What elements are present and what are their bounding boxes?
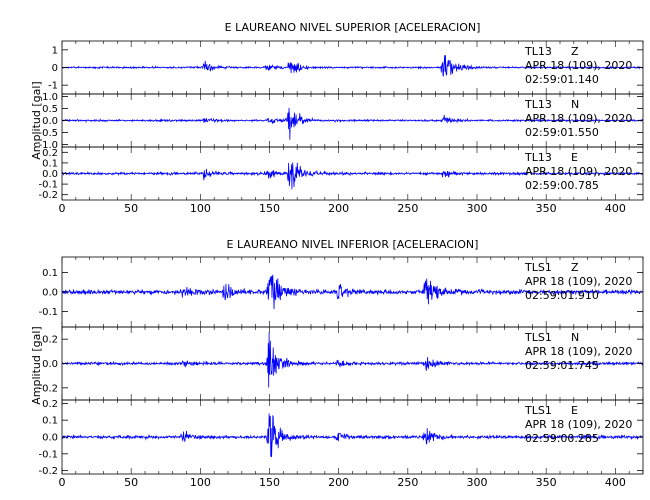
y-tick-label: -1.0 [38, 140, 58, 151]
chart-title: E LAUREANO NIVEL SUPERIOR [ACELERACION] [225, 21, 481, 34]
y-tick-label: -0.2 [38, 383, 58, 394]
x-tick-label: 0 [59, 202, 66, 215]
station-label: TLS1 [524, 404, 552, 417]
station-label: TL13 [524, 151, 552, 164]
x-tick-label: 300 [467, 202, 488, 215]
date-label: APR 18 (109), 2020 [525, 275, 632, 288]
y-tick-label: 0.2 [42, 399, 58, 410]
y-tick-label: -0.1 [38, 307, 58, 318]
x-tick-label: 400 [605, 476, 626, 489]
x-tick-label: 150 [259, 476, 280, 489]
lower-seismogram-chart: E LAUREANO NIVEL INFERIOR [ACELERACION] 0… [30, 238, 644, 489]
x-tick-label: 100 [190, 202, 211, 215]
station-label: TLS1 [524, 331, 552, 344]
time-label: 02:59:01.140 [525, 73, 599, 86]
x-tick-label: 300 [467, 476, 488, 489]
trace-line [62, 162, 643, 190]
component-label: E [571, 404, 578, 417]
y-tick-label: 0.2 [42, 148, 58, 159]
x-tick-label: 350 [536, 476, 557, 489]
upper-seismogram-chart: E LAUREANO NIVEL SUPERIOR [ACELERACION] 1… [30, 21, 644, 215]
date-label: APR 18 (109), 2020 [525, 59, 632, 72]
y-tick-label: 0.1 [42, 416, 58, 427]
component-label: N [571, 98, 579, 111]
y-tick-label: -0.2 [38, 466, 58, 477]
y-tick-label: -0.1 [38, 180, 58, 191]
trace-line [62, 413, 643, 458]
y-tick-label: -0.2 [38, 190, 58, 201]
y-axis-label: Amplitud [gal] [30, 326, 43, 404]
y-tick-label: 0.1 [42, 268, 58, 279]
y-tick-label: 1.0 [42, 92, 58, 103]
time-label: 02:59:01.910 [525, 289, 599, 302]
date-label: APR 18 (109), 2020 [525, 418, 632, 431]
y-tick-label: -0.1 [38, 449, 58, 460]
time-label: 02:59:01.550 [525, 126, 599, 139]
chart-title: E LAUREANO NIVEL INFERIOR [ACELERACION] [227, 238, 479, 251]
x-tick-label: 250 [397, 476, 418, 489]
x-tick-label: 200 [328, 202, 349, 215]
component-label: N [571, 331, 579, 344]
component-label: Z [571, 45, 579, 58]
station-label: TL13 [524, 45, 552, 58]
date-label: APR 18 (109), 2020 [525, 112, 632, 125]
y-tick-label: 0.0 [42, 169, 58, 180]
x-tick-label: 50 [124, 476, 138, 489]
y-tick-label: 0 [52, 63, 58, 74]
station-label: TL13 [524, 98, 552, 111]
x-tick-label: 400 [605, 202, 626, 215]
x-tick-label: 350 [536, 202, 557, 215]
x-tick-label: 250 [397, 202, 418, 215]
y-axis-label: Amplitud [gal] [30, 81, 43, 159]
time-label: 02:59:01.745 [525, 359, 599, 372]
trace-line [62, 274, 643, 310]
y-tick-label: 0.5 [42, 104, 58, 115]
y-tick-label: 0.0 [42, 116, 58, 127]
component-label: E [571, 151, 578, 164]
y-tick-label: -0.5 [38, 128, 58, 139]
x-tick-label: 150 [259, 202, 280, 215]
x-tick-label: 100 [190, 476, 211, 489]
x-tick-label: 200 [328, 476, 349, 489]
x-tick-label: 0 [59, 476, 66, 489]
y-tick-label: 0.2 [42, 335, 58, 346]
station-label: TLS1 [524, 261, 552, 274]
component-label: Z [571, 261, 579, 274]
time-label: 02:59:00.785 [525, 179, 599, 192]
y-tick-label: -1 [48, 81, 58, 92]
trace-line [62, 107, 643, 140]
date-label: APR 18 (109), 2020 [525, 345, 632, 358]
y-tick-label: 1 [52, 45, 58, 56]
x-tick-label: 50 [124, 202, 138, 215]
trace-line [62, 332, 643, 388]
trace-line [62, 55, 643, 77]
y-tick-label: 0.0 [42, 288, 58, 299]
time-label: 02:59:00.285 [525, 432, 599, 445]
date-label: APR 18 (109), 2020 [525, 165, 632, 178]
y-tick-label: 0.1 [42, 158, 58, 169]
y-tick-label: 0.0 [42, 433, 58, 444]
y-tick-label: 0.0 [42, 359, 58, 370]
